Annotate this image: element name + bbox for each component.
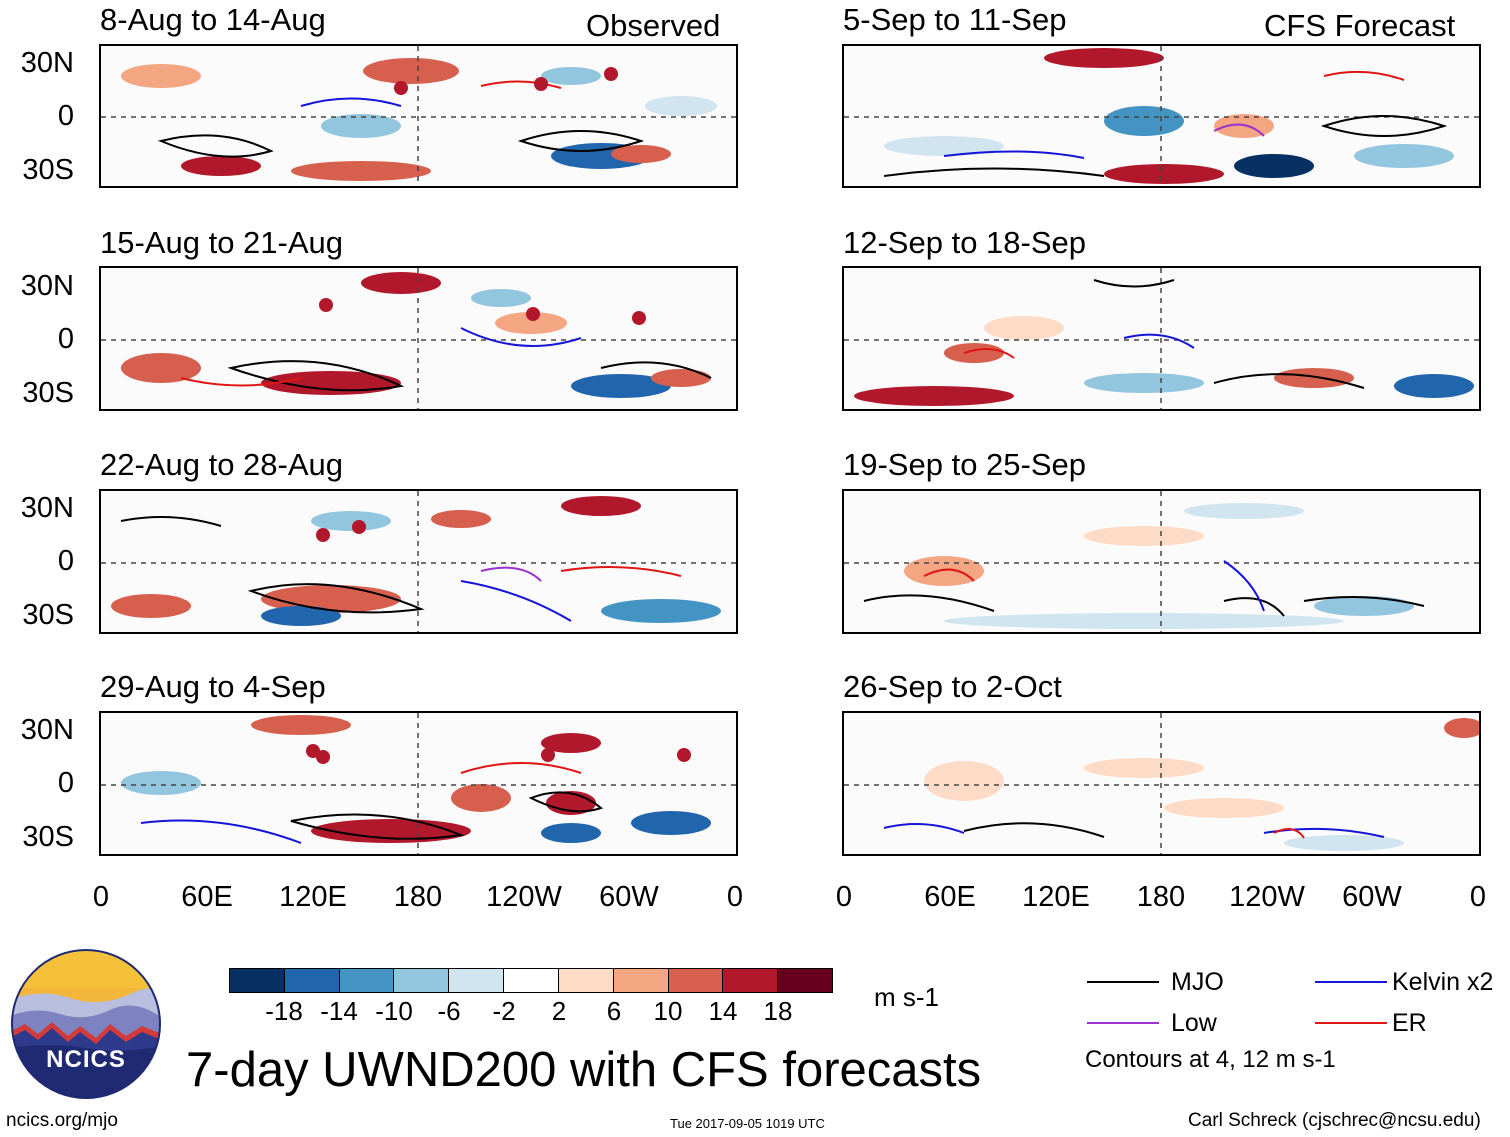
legend-label-mjo: MJO	[1171, 968, 1224, 996]
lon-label: 180	[1136, 881, 1186, 913]
legend: MJO Kelvin x2 Low ER Contours at 4, 12 m…	[1085, 966, 1505, 1076]
lat-30s-2: 30S	[22, 377, 74, 409]
map-panel	[842, 266, 1481, 411]
lat-0-2: 0	[57, 323, 74, 355]
lon-label: 180	[393, 881, 443, 913]
colorbar	[229, 968, 833, 993]
units-label: m s-1	[874, 982, 939, 1012]
colorbar-swatch	[558, 969, 614, 992]
colorbar-tick: -14	[320, 996, 358, 1026]
lon-label: 0	[1469, 881, 1487, 913]
map-panel	[842, 44, 1481, 188]
map-panel	[99, 266, 738, 411]
colorbar-swatch	[504, 969, 559, 992]
lat-30s-3: 30S	[22, 599, 74, 631]
colorbar-tick: -18	[265, 996, 303, 1026]
lat-30s-4: 30S	[22, 821, 74, 853]
colorbar-tick: 14	[708, 996, 738, 1026]
legend-line-kelvin	[1315, 981, 1387, 983]
figure-title: 7-day UWND200 with CFS forecasts	[186, 1043, 982, 1097]
observed-label: Observed	[586, 8, 721, 43]
website-link[interactable]: ncics.org/mjo	[6, 1110, 118, 1131]
colorbar-tick: -10	[375, 996, 413, 1026]
colorbar-tick: 10	[653, 996, 683, 1026]
panel-title-obs-1: 8-Aug to 14-Aug	[100, 2, 326, 37]
logo-text: NCICS	[46, 1046, 126, 1073]
lat-30n-3: 30N	[20, 492, 74, 524]
lon-label: 120W	[486, 881, 562, 913]
map-panel	[842, 711, 1481, 856]
colorbar-swatch	[723, 969, 779, 992]
lon-label: 120E	[279, 881, 347, 913]
uwnd-map-fc-3	[844, 491, 1479, 632]
panel-title-obs-4: 29-Aug to 4-Sep	[100, 669, 326, 704]
colorbar-swatch	[230, 969, 285, 992]
lat-30s-1: 30S	[22, 154, 74, 186]
lat-0-3: 0	[57, 545, 74, 577]
timestamp: Tue 2017-09-05 1019 UTC	[670, 1116, 825, 1131]
colorbar-tick: -6	[437, 996, 461, 1026]
uwnd-map-fc-1	[844, 46, 1479, 186]
contour-note: Contours at 4, 12 m s-1	[1085, 1046, 1336, 1073]
uwnd-map-obs-4	[101, 713, 736, 854]
legend-line-low	[1087, 1022, 1159, 1024]
colorbar-swatch	[668, 969, 724, 992]
ncics-logo: NCICS	[10, 948, 162, 1100]
colorbar-swatch	[778, 969, 832, 992]
lon-label: 0	[726, 881, 744, 913]
uwnd-map-fc-2	[844, 268, 1479, 409]
lat-0-4: 0	[57, 767, 74, 799]
lon-label: 60E	[924, 881, 976, 913]
panel-title-fc-1: 5-Sep to 11-Sep	[843, 2, 1067, 37]
lon-label: 60E	[181, 881, 233, 913]
author-credit: Carl Schreck (cjschrec@ncsu.edu)	[1188, 1110, 1481, 1131]
colorbar-tick: 18	[763, 996, 793, 1026]
uwnd-map-obs-3	[101, 491, 736, 632]
colorbar-swatch	[339, 969, 395, 992]
panel-title-fc-3: 19-Sep to 25-Sep	[843, 447, 1087, 482]
colorbar-tick: 6	[606, 996, 622, 1026]
lon-label: 0	[92, 881, 110, 913]
colorbar-swatch	[394, 969, 450, 992]
legend-label-low: Low	[1171, 1009, 1217, 1037]
colorbar-swatch	[449, 969, 505, 992]
map-panel	[842, 489, 1481, 634]
lon-label: 0	[835, 881, 853, 913]
uwnd-map-obs-1	[101, 46, 736, 186]
map-panel	[99, 489, 738, 634]
legend-label-kelvin: Kelvin x2	[1392, 968, 1494, 996]
legend-label-er: ER	[1392, 1009, 1427, 1037]
colorbar-swatch	[613, 969, 669, 992]
lon-label: 120E	[1022, 881, 1090, 913]
lon-label: 120W	[1229, 881, 1305, 913]
lon-label: 60W	[1342, 881, 1402, 913]
colorbar-swatch	[284, 969, 340, 992]
panel-title-obs-2: 15-Aug to 21-Aug	[100, 225, 344, 260]
map-panel	[99, 44, 738, 188]
legend-line-er	[1315, 1022, 1387, 1024]
lat-0-1: 0	[57, 100, 74, 132]
legend-line-mjo	[1087, 981, 1159, 983]
panel-title-obs-3: 22-Aug to 28-Aug	[100, 447, 344, 482]
uwnd-map-obs-2	[101, 268, 736, 409]
lat-30n-4: 30N	[20, 714, 74, 746]
map-panel	[99, 711, 738, 856]
lon-label: 60W	[599, 881, 659, 913]
lat-30n-2: 30N	[20, 270, 74, 302]
colorbar-tick: -2	[492, 996, 516, 1026]
forecast-label: CFS Forecast	[1264, 8, 1456, 43]
lat-30n-1: 30N	[20, 47, 74, 79]
colorbar-tick: 2	[551, 996, 567, 1026]
panel-title-fc-2: 12-Sep to 18-Sep	[843, 225, 1087, 260]
uwnd-map-fc-4	[844, 713, 1479, 854]
panel-title-fc-4: 26-Sep to 2-Oct	[843, 669, 1062, 704]
